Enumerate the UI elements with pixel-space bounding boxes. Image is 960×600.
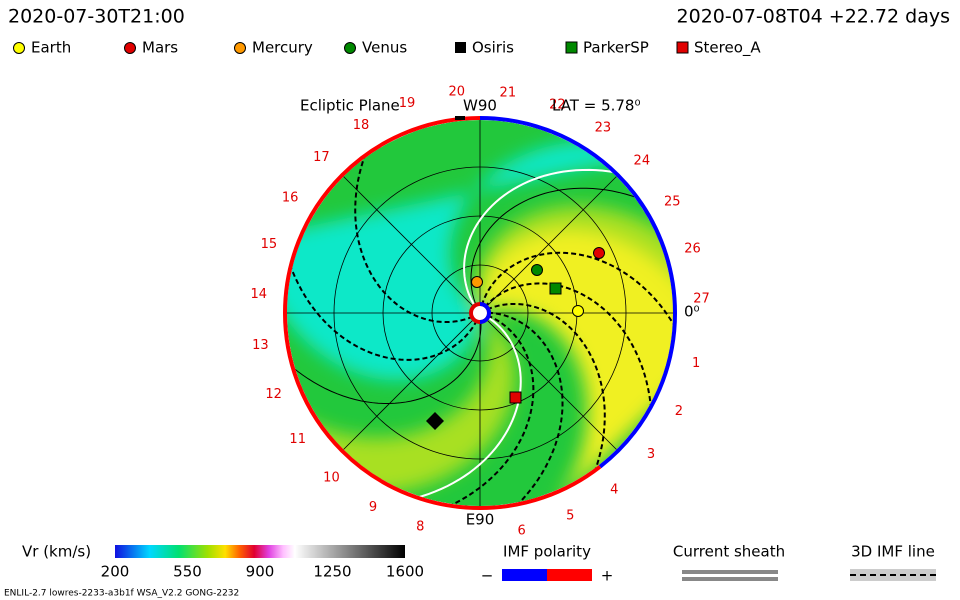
carrington-label: 4 xyxy=(610,482,618,497)
legend-label: Stereo_A xyxy=(694,39,761,58)
carrington-label: 8 xyxy=(416,519,424,534)
stereo-a xyxy=(509,391,522,404)
sun-rim xyxy=(479,302,491,324)
carrington-label: 20 xyxy=(449,85,466,100)
osiris-top xyxy=(455,116,465,120)
legend-label: Osiris xyxy=(472,39,514,57)
imf-negative xyxy=(502,569,547,581)
colorbar-tick-label: 200 xyxy=(101,563,130,581)
run-time: 2020-07-08T04 +22.72 days xyxy=(677,6,950,28)
plane-label: Ecliptic Plane xyxy=(300,97,400,115)
imf-minus: − xyxy=(481,567,494,585)
legend-label: ParkerSP xyxy=(583,39,649,57)
carrington-label: 27 xyxy=(693,292,710,307)
carrington-label: 13 xyxy=(252,338,269,353)
carrington-label: 2 xyxy=(675,404,683,419)
imf-title: IMF polarity xyxy=(503,543,591,561)
carrington-label: 22 xyxy=(549,97,566,112)
carrington-label: 11 xyxy=(289,432,306,447)
imf-line xyxy=(486,302,606,506)
legend-label: Mars xyxy=(142,39,178,57)
carrington-label: 1 xyxy=(692,356,700,371)
sheath-title: Current sheath xyxy=(673,543,785,561)
legend-label: Venus xyxy=(362,39,407,57)
colorbar-tick-label: 1250 xyxy=(313,563,351,581)
carrington-label: 17 xyxy=(313,150,330,165)
imf-line xyxy=(366,314,535,506)
imf-positive xyxy=(547,569,592,581)
slow-stream xyxy=(287,141,659,381)
fast-stream-edge xyxy=(475,205,673,347)
lat-label: LAT = 5.78⁰ xyxy=(552,97,640,115)
carrington-label: 12 xyxy=(265,387,282,402)
polarity-rim xyxy=(598,312,677,469)
carrington-label: 18 xyxy=(353,118,370,133)
carrington-label: 23 xyxy=(595,121,612,136)
carrington-label: 16 xyxy=(282,190,299,205)
carrington-label: 21 xyxy=(500,85,517,100)
carrington-label: 6 xyxy=(517,524,525,539)
polarity-rim xyxy=(479,116,677,314)
parker xyxy=(549,282,562,295)
imf-line xyxy=(480,251,673,408)
colorbar-tick-label: 550 xyxy=(173,563,202,581)
polarity-rim xyxy=(479,465,602,510)
sheath-line xyxy=(682,577,778,581)
carrington-label: 15 xyxy=(261,237,278,252)
mars-marker xyxy=(124,42,136,54)
imf-line xyxy=(287,181,478,361)
carrington-label: 19 xyxy=(399,96,416,111)
colorbar-tick-label: 1600 xyxy=(386,563,424,581)
solid-imf-line xyxy=(287,299,482,405)
colorbar-label: Vr (km/s) xyxy=(22,543,91,561)
venus-marker xyxy=(344,42,356,54)
imf-plus: + xyxy=(601,567,614,585)
polarity-rim xyxy=(283,116,481,510)
imf-line xyxy=(445,311,564,506)
carrington-label: 25 xyxy=(664,195,681,210)
imfline-title: 3D IMF line xyxy=(851,543,935,561)
carrington-label: 5 xyxy=(566,508,574,523)
carrington-label: 3 xyxy=(647,447,655,462)
carrington-label: 26 xyxy=(684,241,701,256)
footer: ENLIL-2.7 lowres-2233-a3b1f WSA_V2.2 GON… xyxy=(4,589,239,599)
osiris xyxy=(426,412,444,430)
e90-label: E90 xyxy=(466,511,495,529)
zero-label: 0⁰ xyxy=(684,303,700,321)
mercury-marker xyxy=(234,42,246,54)
legend-label: Mercury xyxy=(252,39,313,57)
mars xyxy=(593,247,605,259)
parker-marker xyxy=(565,41,578,54)
carrington-label: 14 xyxy=(251,287,268,302)
venus xyxy=(531,264,543,276)
carrington-label: 9 xyxy=(369,500,377,515)
osiris-marker xyxy=(455,42,466,53)
sheath-line xyxy=(682,570,778,574)
mercury xyxy=(471,276,483,288)
fast-stream xyxy=(479,230,673,506)
earth xyxy=(572,305,584,317)
carrington-label: 10 xyxy=(323,470,340,485)
model-time: 2020-07-30T21:00 xyxy=(8,6,185,28)
legend-label: Earth xyxy=(31,39,71,57)
imf-line xyxy=(484,282,653,493)
colorbar-tick-label: 900 xyxy=(246,563,275,581)
imf-line xyxy=(354,120,474,324)
colorbar xyxy=(115,545,405,558)
w90-label: W90 xyxy=(463,97,497,115)
legend: Earth Mars Mercury Venus Osiris ParkerSP… xyxy=(13,39,761,58)
carrington-label: 24 xyxy=(634,154,651,169)
earth-marker xyxy=(13,42,25,54)
stereo-marker xyxy=(676,41,689,54)
